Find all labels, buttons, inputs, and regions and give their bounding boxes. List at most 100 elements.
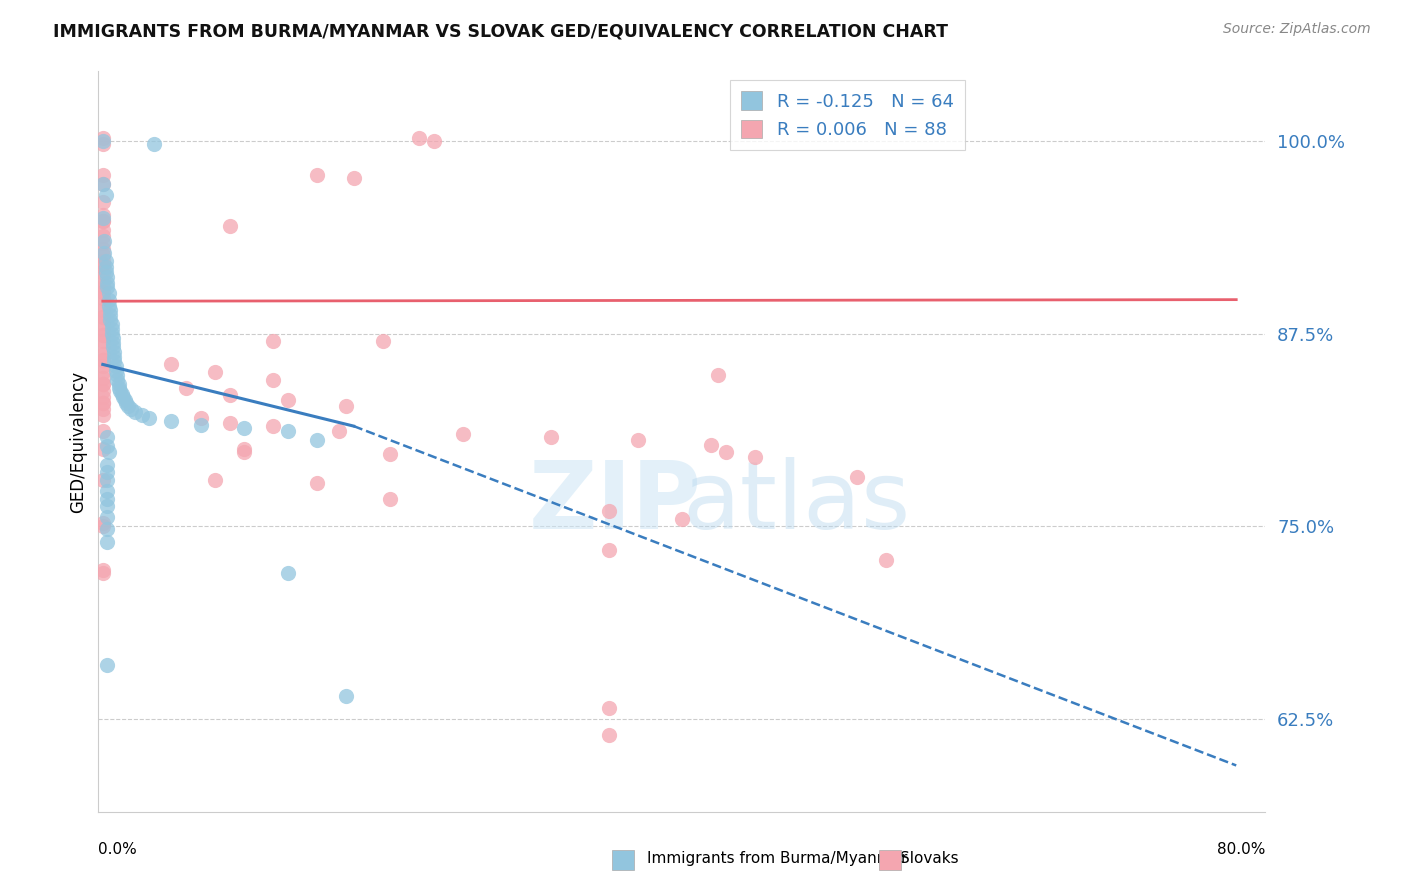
- Point: [91, 214, 114, 228]
- Point: [96, 473, 118, 487]
- Point: [262, 334, 284, 349]
- Point: [598, 504, 620, 518]
- Point: [91, 310, 114, 324]
- Point: [112, 390, 135, 404]
- Point: [190, 417, 212, 432]
- Point: [91, 341, 114, 355]
- Point: [277, 392, 299, 407]
- Point: [91, 242, 114, 256]
- Point: [91, 322, 114, 336]
- Point: [875, 553, 897, 567]
- Point: [114, 392, 136, 407]
- Point: [96, 430, 118, 444]
- Point: [91, 248, 114, 262]
- Text: ZIP: ZIP: [529, 458, 702, 549]
- Point: [100, 322, 122, 336]
- Point: [277, 424, 299, 438]
- Text: 0.0%: 0.0%: [98, 842, 138, 857]
- Point: [124, 405, 146, 419]
- Point: [91, 424, 114, 438]
- Point: [335, 399, 357, 413]
- Point: [91, 519, 114, 533]
- Point: [91, 229, 114, 244]
- Point: [343, 170, 366, 185]
- Point: [91, 316, 114, 330]
- Point: [671, 511, 693, 525]
- Point: [103, 345, 125, 359]
- Point: [105, 373, 128, 387]
- Text: IMMIGRANTS FROM BURMA/MYANMAR VS SLOVAK GED/EQUIVALENCY CORRELATION CHART: IMMIGRANTS FROM BURMA/MYANMAR VS SLOVAK …: [53, 22, 949, 40]
- Point: [91, 177, 114, 191]
- Point: [91, 390, 114, 404]
- Point: [598, 728, 620, 742]
- Point: [100, 318, 122, 332]
- Point: [97, 286, 120, 301]
- Point: [540, 430, 562, 444]
- Point: [598, 701, 620, 715]
- Point: [96, 458, 118, 472]
- Point: [103, 350, 125, 364]
- Point: [96, 658, 118, 673]
- Text: Source: ZipAtlas.com: Source: ZipAtlas.com: [1223, 22, 1371, 37]
- Point: [91, 566, 114, 580]
- Point: [110, 384, 132, 398]
- Point: [307, 168, 329, 182]
- Point: [91, 291, 114, 305]
- Point: [91, 352, 114, 367]
- Point: [380, 447, 402, 461]
- Point: [94, 260, 117, 275]
- Point: [91, 563, 114, 577]
- Point: [91, 359, 114, 373]
- Point: [91, 352, 114, 367]
- Text: atlas: atlas: [682, 458, 910, 549]
- Point: [115, 396, 138, 410]
- Point: [160, 415, 183, 429]
- Point: [423, 134, 446, 148]
- Point: [371, 334, 394, 349]
- Point: [451, 426, 474, 441]
- Point: [174, 380, 197, 394]
- Point: [91, 254, 114, 268]
- Point: [91, 377, 114, 392]
- Point: [91, 130, 114, 145]
- Point: [91, 442, 114, 457]
- Point: [91, 267, 114, 281]
- Point: [91, 328, 114, 343]
- Point: [91, 168, 114, 182]
- Point: [138, 411, 160, 425]
- Point: [91, 211, 114, 225]
- Point: [91, 377, 114, 392]
- Point: [91, 285, 114, 299]
- Point: [101, 341, 124, 355]
- Point: [104, 359, 127, 373]
- Point: [627, 433, 650, 447]
- Point: [96, 534, 118, 549]
- Point: [204, 473, 226, 487]
- Point: [96, 269, 118, 284]
- Point: [91, 303, 114, 318]
- Point: [91, 272, 114, 286]
- Point: [96, 276, 118, 290]
- Point: [233, 420, 256, 434]
- Point: [277, 566, 299, 580]
- Point: [103, 354, 125, 368]
- Point: [91, 516, 114, 531]
- Point: [93, 234, 115, 248]
- Point: [142, 136, 165, 151]
- Point: [91, 328, 114, 343]
- Point: [307, 433, 329, 447]
- Point: [233, 445, 256, 459]
- Point: [262, 419, 284, 434]
- Point: [707, 368, 730, 383]
- Point: [218, 388, 240, 402]
- Point: [96, 466, 118, 480]
- Point: [93, 246, 115, 260]
- Point: [233, 442, 256, 457]
- Point: [700, 437, 723, 451]
- Point: [335, 689, 357, 703]
- Point: [91, 409, 114, 423]
- Point: [91, 334, 114, 349]
- Point: [97, 299, 120, 313]
- Point: [218, 416, 240, 430]
- Point: [104, 363, 127, 377]
